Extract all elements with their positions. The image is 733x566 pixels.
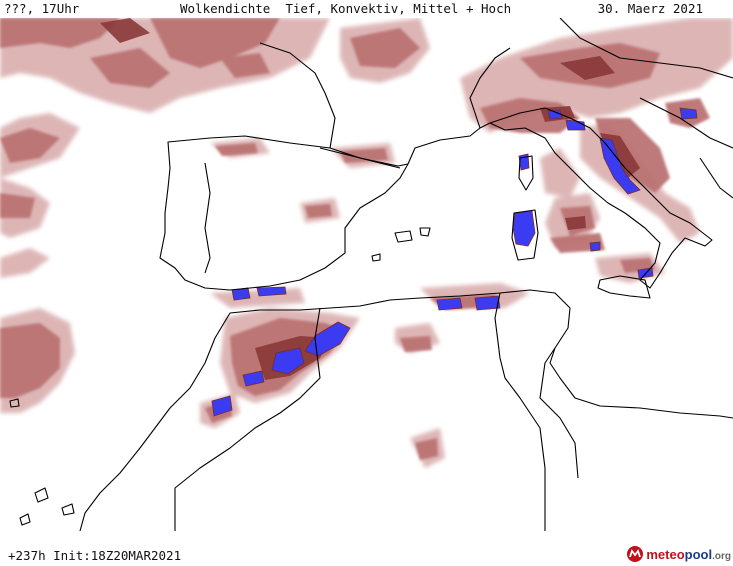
run-time-label: ???, 17Uhr [4, 1, 80, 16]
header-bar: ???, 17Uhr Wolkendichte Tief, Konvektiv,… [0, 0, 733, 18]
footer-bar: +237h Init:18Z20MAR2021 meteopool.org [0, 531, 733, 566]
cloud-layer-light [0, 18, 733, 468]
logo-text: meteopool.org [646, 547, 731, 562]
time-label: 17Uhr [41, 1, 80, 16]
coastlines [9, 18, 733, 531]
meteopool-logo[interactable]: meteopool.org [626, 545, 731, 563]
location-label: ??? [4, 1, 27, 16]
cloud-density-map[interactable] [0, 18, 733, 531]
forecast-date: 30. Maerz 2021 [597, 1, 703, 16]
logo-text-org: .org [712, 550, 731, 562]
map-canvas [0, 18, 733, 531]
map-title: Wolkendichte Tief, Konvektiv, Mittel + H… [180, 1, 512, 16]
forecast-run-info: +237h Init:18Z20MAR2021 [8, 548, 182, 563]
logo-text-meteo: meteo [646, 546, 685, 562]
logo-text-pool: pool [684, 546, 713, 562]
meteopool-logo-icon [627, 546, 644, 562]
